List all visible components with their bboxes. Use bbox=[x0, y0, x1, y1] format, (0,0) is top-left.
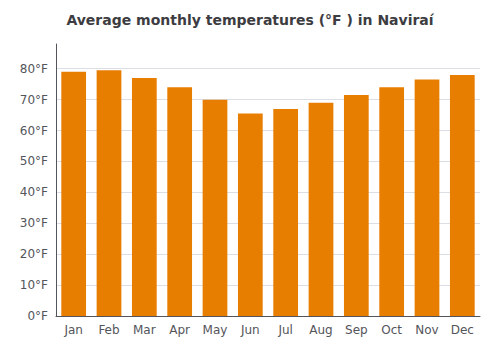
svg-text:20°F: 20°F bbox=[20, 247, 48, 261]
svg-text:Jan: Jan bbox=[63, 323, 83, 337]
svg-text:Aug: Aug bbox=[309, 323, 332, 337]
svg-text:70°F: 70°F bbox=[20, 93, 48, 107]
svg-text:Mar: Mar bbox=[133, 323, 156, 337]
svg-text:Sep: Sep bbox=[345, 323, 368, 337]
svg-text:May: May bbox=[203, 323, 228, 337]
svg-text:80°F: 80°F bbox=[20, 62, 48, 76]
svg-text:10°F: 10°F bbox=[20, 278, 48, 292]
svg-text:Dec: Dec bbox=[451, 323, 474, 337]
svg-text:Apr: Apr bbox=[169, 323, 190, 337]
svg-text:60°F: 60°F bbox=[20, 124, 48, 138]
svg-text:40°F: 40°F bbox=[20, 185, 48, 199]
svg-text:50°F: 50°F bbox=[20, 154, 48, 168]
svg-text:Average monthly temperatures (: Average monthly temperatures (°F ) in Na… bbox=[66, 12, 434, 28]
svg-text:Jul: Jul bbox=[277, 323, 292, 337]
svg-text:Feb: Feb bbox=[98, 323, 119, 337]
svg-text:Oct: Oct bbox=[381, 323, 402, 337]
svg-text:Jun: Jun bbox=[240, 323, 260, 337]
svg-text:Nov: Nov bbox=[415, 323, 438, 337]
svg-text:0°F: 0°F bbox=[27, 309, 48, 323]
svg-text:30°F: 30°F bbox=[20, 216, 48, 230]
